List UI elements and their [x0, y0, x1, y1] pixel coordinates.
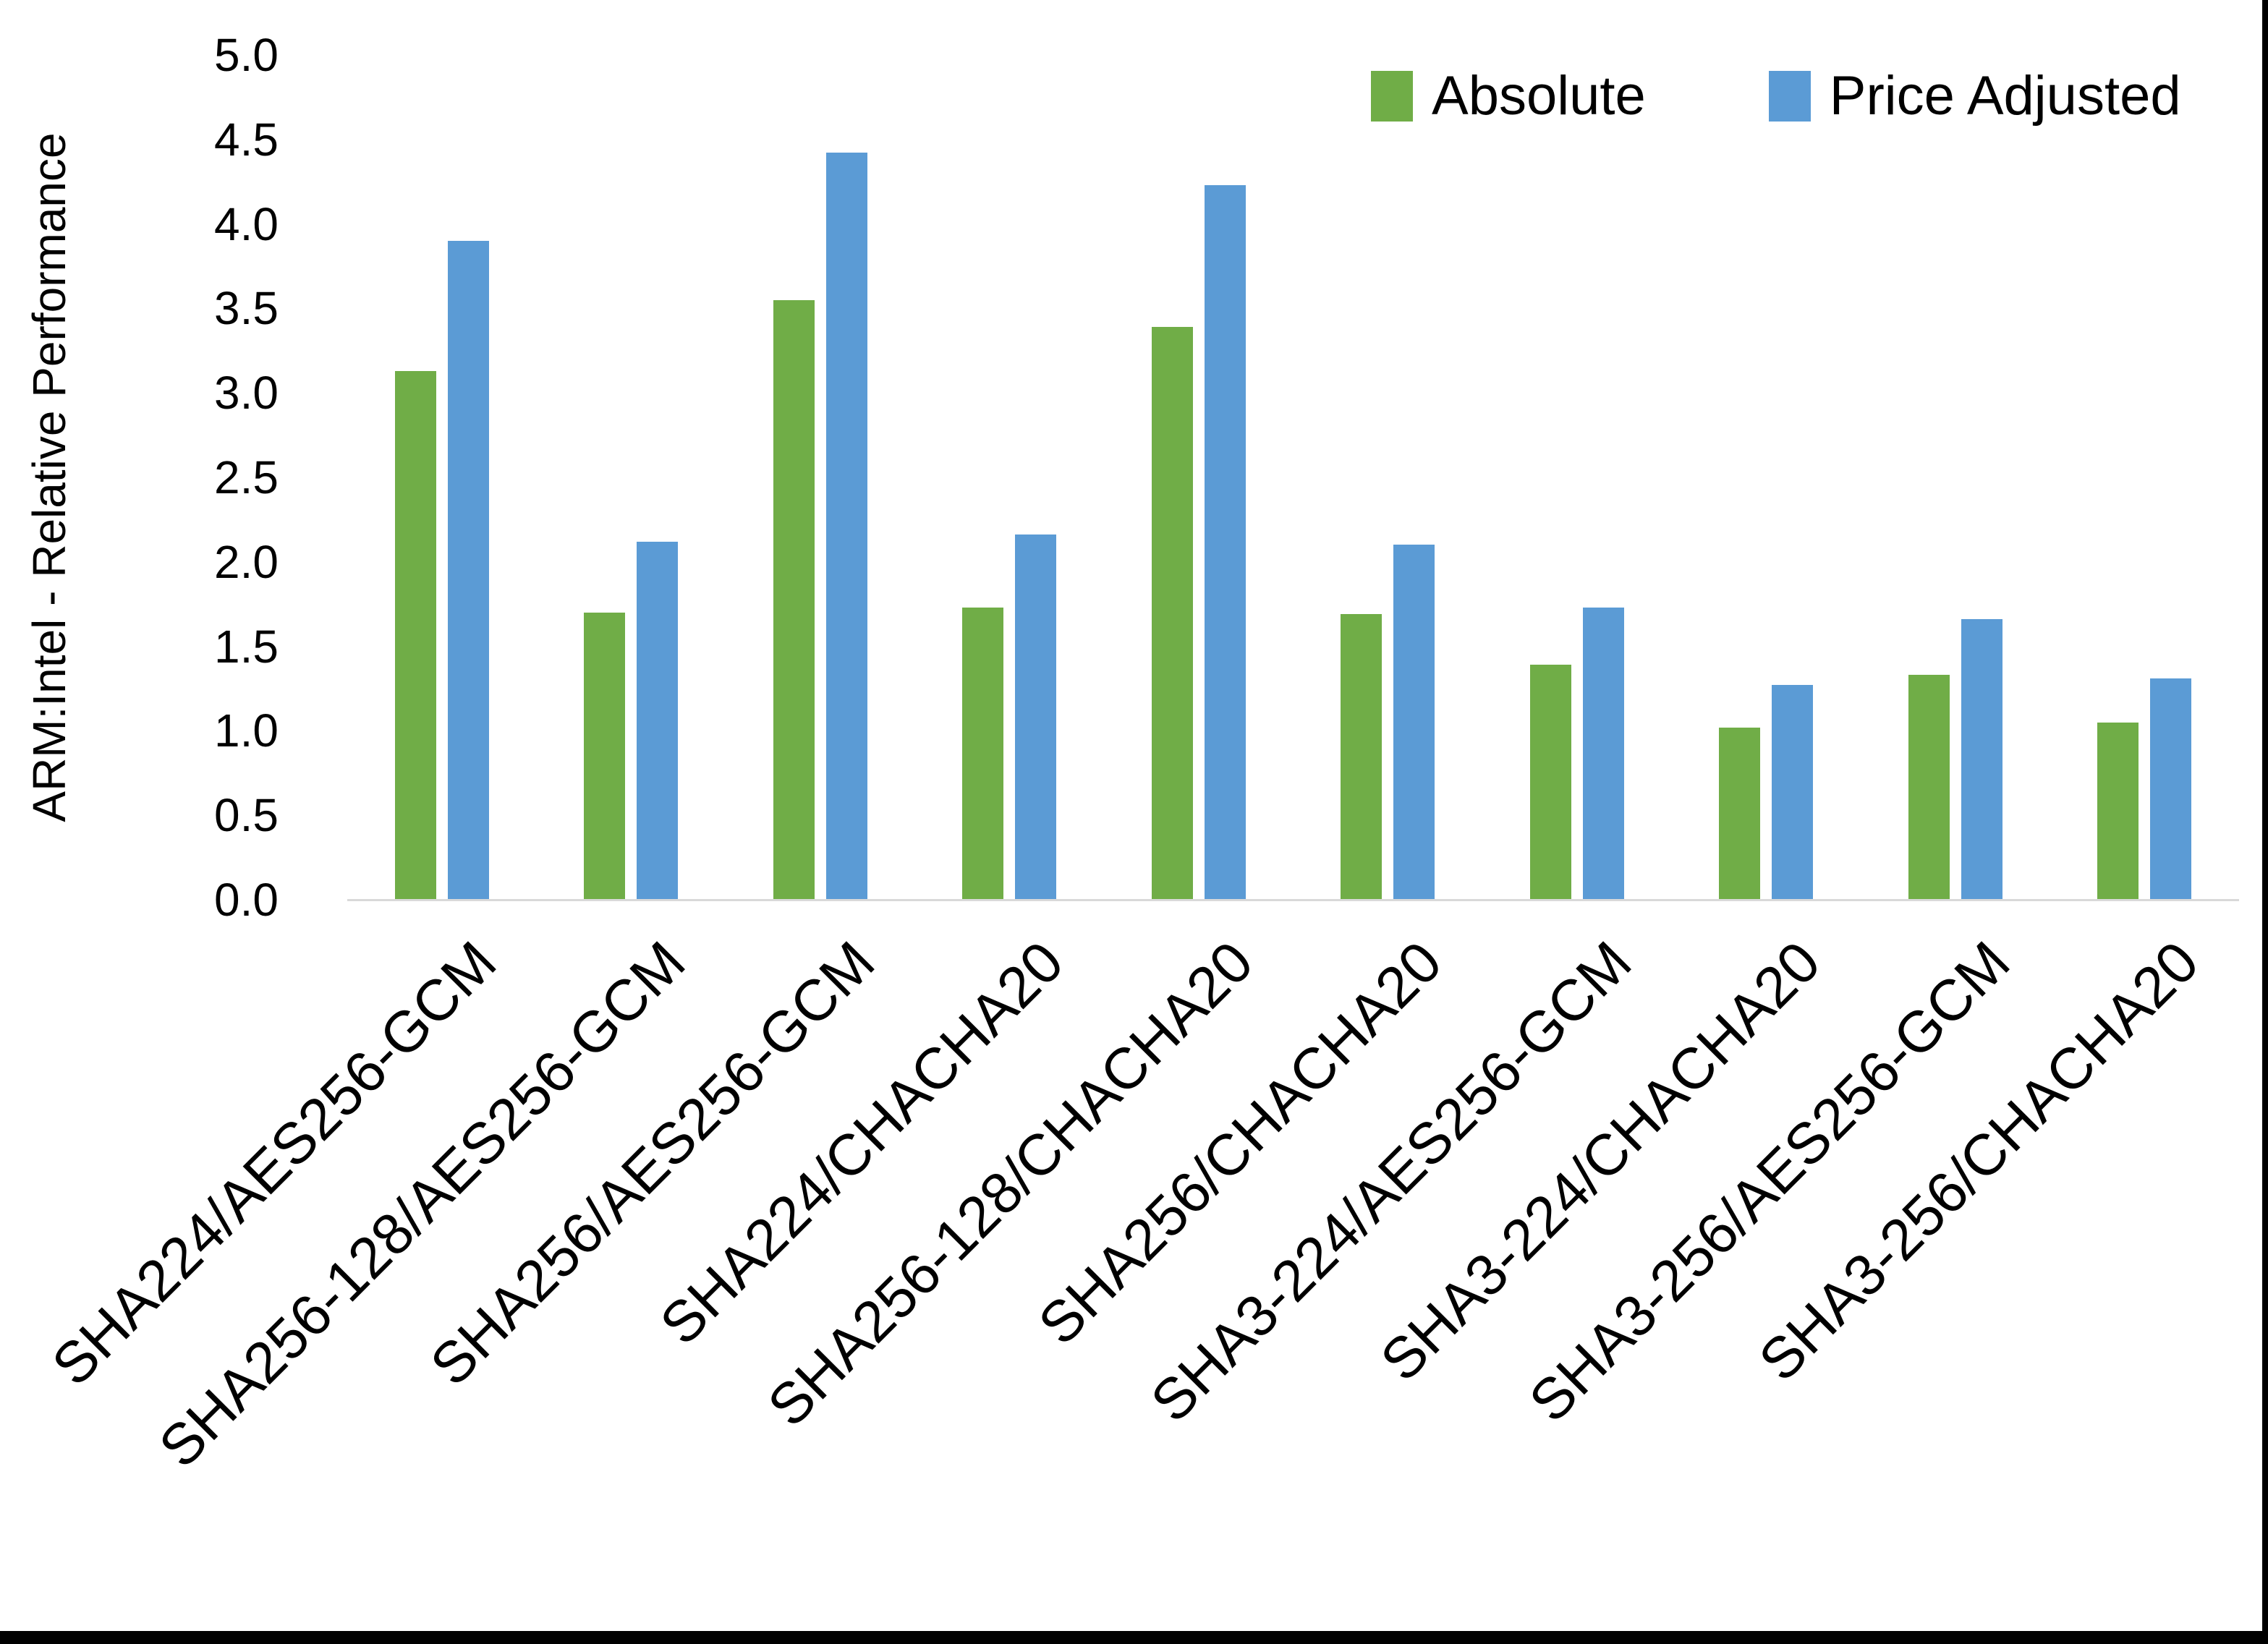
y-tick-label: 0.5 [214, 789, 279, 842]
bar-price-adjusted [825, 153, 867, 900]
bar-price-adjusted [1393, 545, 1435, 900]
legend-swatch-icon [1768, 71, 1811, 122]
y-tick-label: 1.5 [214, 620, 279, 673]
y-tick-label: 5.0 [214, 29, 279, 81]
bar-absolute [584, 613, 626, 900]
y-tick-label: 3.0 [214, 367, 279, 419]
y-tick-label: 3.5 [214, 282, 279, 335]
bar-price-adjusted [1961, 619, 2002, 900]
legend-item-price-adjusted: Price Adjusted [1768, 64, 2181, 129]
bar-absolute [394, 371, 436, 900]
legend-label: Price Adjusted [1829, 65, 2181, 127]
legend-label: Absolute [1432, 65, 1646, 127]
bar-group [1294, 55, 1483, 900]
bar-group [726, 55, 915, 900]
bar-group [537, 55, 726, 900]
x-axis-line [347, 899, 2239, 901]
bar-price-adjusted [1772, 685, 1814, 900]
bar-price-adjusted [2150, 678, 2192, 900]
bar-absolute [1341, 614, 1383, 900]
y-tick-label: 4.5 [214, 113, 279, 166]
y-tick-label: 0.0 [214, 874, 279, 926]
bar-absolute [773, 300, 815, 900]
bar-price-adjusted [1582, 608, 1624, 900]
bar-price-adjusted [447, 241, 489, 900]
bar-absolute [2097, 723, 2139, 900]
bar-group [915, 55, 1105, 900]
bar-price-adjusted [637, 542, 679, 900]
bar-absolute [1719, 728, 1761, 900]
plot-area [347, 55, 2239, 901]
bar-group [1672, 55, 1861, 900]
legend: Absolute Price Adjusted [1371, 64, 2181, 129]
bar-group [2050, 55, 2240, 900]
bar-price-adjusted [1204, 185, 1246, 900]
legend-swatch-icon [1371, 71, 1413, 122]
bar-group [1104, 55, 1294, 900]
y-tick-label: 2.5 [214, 451, 279, 503]
bar-absolute [1908, 675, 1950, 900]
y-tick-label: 2.0 [214, 535, 279, 588]
bar-group [1482, 55, 1672, 900]
bar-absolute [1151, 327, 1193, 900]
bars-container [347, 55, 2239, 900]
y-tick-label: 1.0 [214, 704, 279, 757]
bar-group [347, 55, 537, 900]
bar-absolute [1529, 665, 1571, 900]
legend-item-absolute: Absolute [1371, 64, 1646, 129]
y-tick-label: 4.0 [214, 197, 279, 250]
y-axis-title: ARM:Intel - Relative Performance [23, 132, 75, 822]
bar-group [1861, 55, 2050, 900]
bar-absolute [962, 608, 1004, 900]
bar-price-adjusted [1015, 534, 1057, 900]
